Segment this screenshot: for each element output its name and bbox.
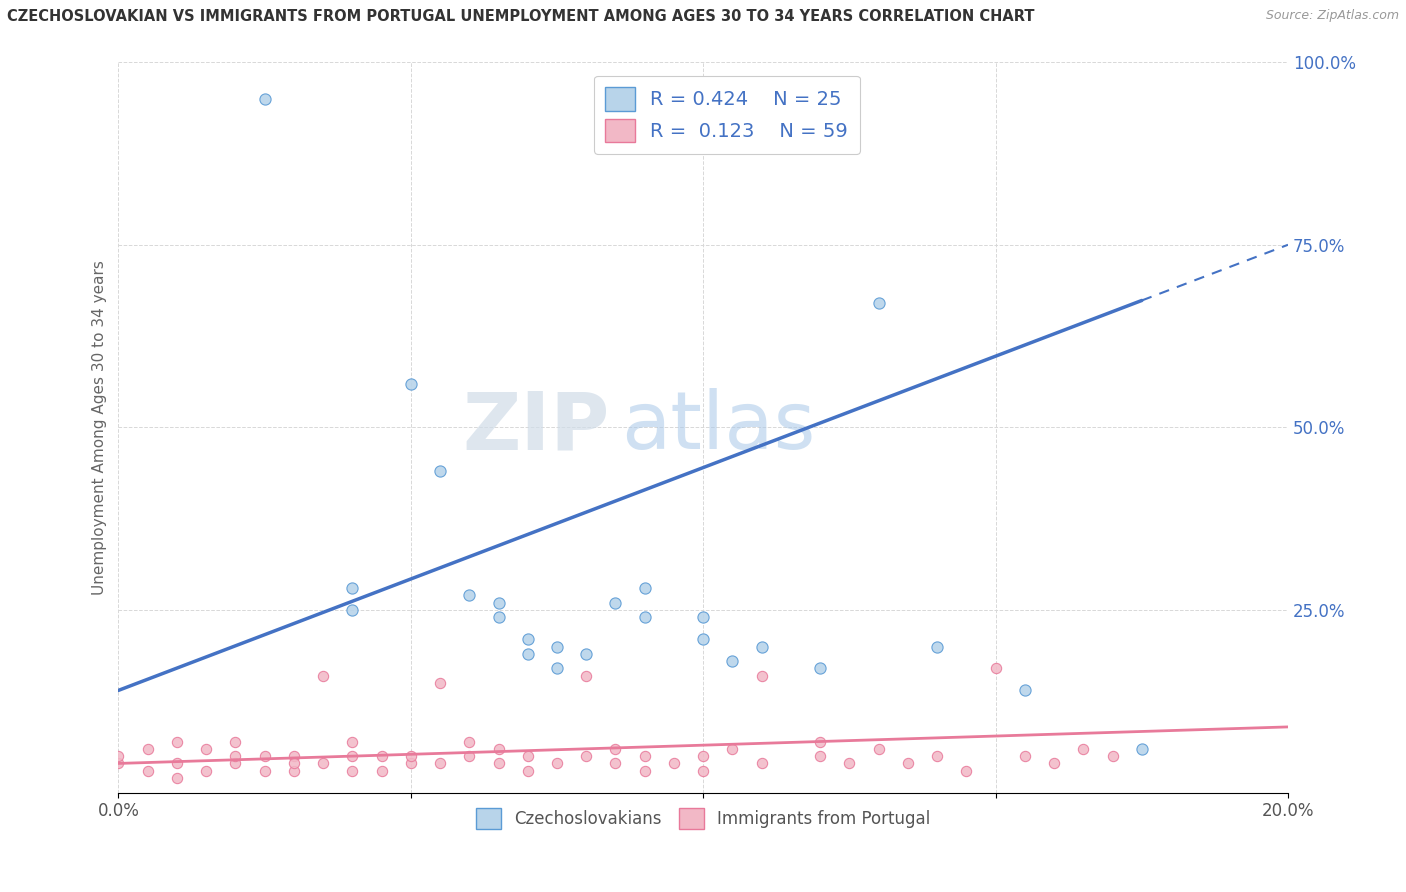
Point: [429, 756, 451, 771]
Point: [342, 764, 364, 778]
Point: [195, 764, 218, 778]
Point: [107, 756, 129, 771]
Text: atlas: atlas: [621, 388, 815, 467]
Point: [195, 741, 218, 756]
Point: [312, 669, 335, 683]
Point: [897, 756, 920, 771]
Point: [634, 749, 657, 764]
Point: [984, 661, 1007, 675]
Point: [342, 734, 364, 748]
Point: [575, 647, 598, 661]
Point: [253, 764, 276, 778]
Point: [342, 581, 364, 595]
Point: [488, 610, 510, 624]
Point: [253, 749, 276, 764]
Point: [751, 756, 773, 771]
Point: [136, 741, 159, 756]
Point: [458, 734, 481, 748]
Point: [166, 771, 188, 785]
Point: [488, 756, 510, 771]
Point: [1071, 741, 1094, 756]
Point: [721, 741, 744, 756]
Point: [370, 764, 392, 778]
Point: [516, 647, 538, 661]
Point: [605, 596, 627, 610]
Point: [546, 661, 568, 675]
Point: [575, 749, 598, 764]
Point: [342, 603, 364, 617]
Point: [634, 581, 657, 595]
Point: [634, 610, 657, 624]
Point: [634, 764, 657, 778]
Point: [808, 661, 831, 675]
Point: [1014, 749, 1036, 764]
Point: [516, 632, 538, 647]
Point: [166, 756, 188, 771]
Text: Source: ZipAtlas.com: Source: ZipAtlas.com: [1265, 9, 1399, 22]
Point: [224, 756, 246, 771]
Point: [458, 749, 481, 764]
Point: [312, 756, 335, 771]
Point: [399, 756, 422, 771]
Point: [488, 596, 510, 610]
Point: [283, 764, 305, 778]
Point: [399, 376, 422, 391]
Point: [166, 734, 188, 748]
Point: [342, 749, 364, 764]
Point: [692, 764, 714, 778]
Point: [751, 669, 773, 683]
Point: [808, 749, 831, 764]
Point: [1130, 741, 1153, 756]
Point: [516, 749, 538, 764]
Point: [429, 464, 451, 478]
Point: [692, 610, 714, 624]
Point: [546, 756, 568, 771]
Point: [721, 654, 744, 668]
Legend: Czechoslovakians, Immigrants from Portugal: Czechoslovakians, Immigrants from Portug…: [470, 802, 936, 836]
Point: [107, 749, 129, 764]
Point: [429, 676, 451, 690]
Point: [136, 764, 159, 778]
Point: [605, 741, 627, 756]
Point: [253, 92, 276, 106]
Point: [662, 756, 685, 771]
Point: [692, 632, 714, 647]
Point: [927, 749, 949, 764]
Point: [283, 749, 305, 764]
Point: [868, 296, 890, 310]
Y-axis label: Unemployment Among Ages 30 to 34 years: Unemployment Among Ages 30 to 34 years: [93, 260, 107, 595]
Point: [575, 669, 598, 683]
Point: [283, 756, 305, 771]
Point: [955, 764, 977, 778]
Point: [224, 749, 246, 764]
Point: [224, 734, 246, 748]
Point: [927, 640, 949, 654]
Point: [692, 749, 714, 764]
Point: [1043, 756, 1066, 771]
Text: ZIP: ZIP: [463, 388, 610, 467]
Point: [751, 640, 773, 654]
Point: [458, 589, 481, 603]
Text: CZECHOSLOVAKIAN VS IMMIGRANTS FROM PORTUGAL UNEMPLOYMENT AMONG AGES 30 TO 34 YEA: CZECHOSLOVAKIAN VS IMMIGRANTS FROM PORTU…: [7, 9, 1035, 24]
Point: [546, 640, 568, 654]
Point: [1014, 683, 1036, 698]
Point: [370, 749, 392, 764]
Point: [516, 764, 538, 778]
Point: [399, 749, 422, 764]
Point: [838, 756, 860, 771]
Point: [488, 741, 510, 756]
Point: [868, 741, 890, 756]
Point: [808, 734, 831, 748]
Point: [605, 756, 627, 771]
Point: [1101, 749, 1123, 764]
